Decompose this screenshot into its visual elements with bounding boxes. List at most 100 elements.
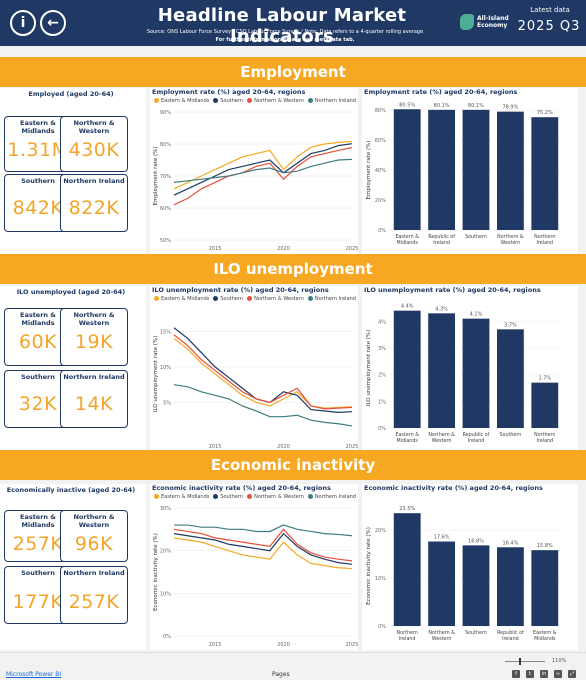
bar[interactable] <box>531 382 559 428</box>
y-tick-label: 20% <box>160 549 171 555</box>
kpi-card[interactable]: Northern & Western 19K <box>60 308 128 366</box>
kpi-card-label: Northern Ireland <box>63 177 125 185</box>
kpi-card-label: Northern & Western <box>73 119 115 135</box>
legend-label[interactable]: Northern & Western <box>254 296 304 302</box>
bar[interactable] <box>462 318 490 428</box>
bar-chart: 80% 60% 40% 20% 0% Employment rate (%) 80.5% Ea… <box>366 102 562 246</box>
kpi-card-label: Northern & Western <box>73 513 115 529</box>
bar-chart-title: Economic inactivity rate (%) aged 20-64,… <box>364 484 543 492</box>
x-category-label: Ireland <box>537 240 554 246</box>
kpi-card[interactable]: Northern & Western 430K <box>60 116 128 172</box>
bar[interactable] <box>393 513 421 626</box>
bar-data-label: 4.4% <box>401 304 414 310</box>
x-tick-label: 2025 <box>346 642 358 648</box>
zoom-slider[interactable] <box>505 661 545 662</box>
kpi-card-value: 96K <box>74 533 114 555</box>
x-category-label: Ireland <box>537 438 554 444</box>
x-category-label: Southern <box>499 432 521 438</box>
series-line[interactable] <box>173 537 353 570</box>
metadata-note: For further information please see metad… <box>215 37 355 43</box>
kpi-card-value: 257K <box>68 591 120 613</box>
bar[interactable] <box>531 117 559 230</box>
series-line[interactable] <box>173 528 353 562</box>
bar[interactable] <box>393 109 421 230</box>
series-line[interactable] <box>174 524 353 537</box>
bar[interactable] <box>496 547 524 626</box>
bar[interactable] <box>428 313 456 428</box>
x-tick-label: 2020 <box>277 444 290 450</box>
series-line[interactable] <box>173 146 353 206</box>
kpi-card-label: Eastern & Midlands <box>20 119 56 135</box>
pages-navigation[interactable]: Pages <box>272 671 290 678</box>
legend-label[interactable]: Northern & Western <box>254 98 304 104</box>
series-line[interactable] <box>173 532 353 565</box>
legend-marker <box>307 98 313 103</box>
kpi-card[interactable]: Northern Ireland 257K <box>60 566 128 624</box>
kpi-card[interactable]: Northern Ireland 14K <box>60 370 128 428</box>
bar[interactable] <box>428 541 456 626</box>
legend-label[interactable]: Eastern & Midlands <box>161 494 210 500</box>
back-arrow-icon[interactable]: ← <box>40 10 66 36</box>
info-icon[interactable]: i <box>10 10 36 36</box>
bar[interactable] <box>496 111 524 230</box>
legend-label[interactable]: Northern Ireland <box>314 98 356 104</box>
legend-label[interactable]: Southern <box>220 98 244 104</box>
legend-label[interactable]: Southern <box>220 494 244 500</box>
bar[interactable] <box>531 550 559 626</box>
bar[interactable] <box>428 109 456 230</box>
line-chart-panel: Employment rate (%) aged 20-64, regions E… <box>150 88 358 254</box>
kpi-card[interactable]: Northern & Western 96K <box>60 510 128 562</box>
x-category-label: Republic of <box>497 630 524 636</box>
legend-label[interactable]: Southern <box>220 296 244 302</box>
legend-label[interactable]: Eastern & Midlands <box>161 98 210 104</box>
zoom-slider-thumb[interactable] <box>519 658 521 665</box>
legend-label[interactable]: Eastern & Midlands <box>161 296 210 302</box>
legend-label[interactable]: Northern Ireland <box>314 494 356 500</box>
bar[interactable] <box>496 329 524 428</box>
x-category-label: Ireland <box>399 636 416 642</box>
y-tick-label: 10% <box>160 365 171 371</box>
kpi-card-label: Northern Ireland <box>63 373 125 381</box>
bar-chart: 4% 3% 2% 1% 0% ILO unemployment rate (%) 4.4% E… <box>366 304 562 444</box>
line-chart: 30% 20% 10% 0% 2015 2020 2025 Economic inactivi… <box>153 506 358 648</box>
line-chart-legend: Eastern & Midlands Southern Northern & Wes… <box>150 494 356 500</box>
legend-label[interactable]: Northern & Western <box>254 494 304 500</box>
powerbi-link[interactable]: Microsoft Power BI <box>6 671 62 678</box>
x-category-label: Republic of <box>428 234 455 240</box>
bar[interactable] <box>462 109 490 230</box>
legend-label[interactable]: Northern Ireland <box>314 296 356 302</box>
bar[interactable] <box>462 545 490 626</box>
embed-link-icon[interactable]: ∞ <box>554 670 562 678</box>
legend-marker <box>213 494 219 499</box>
twitter-share-icon[interactable]: t <box>526 670 534 678</box>
legend-marker <box>307 494 313 499</box>
x-category-label: Eastern & <box>395 432 419 438</box>
bar[interactable] <box>393 310 421 428</box>
x-category-label: Northern <box>397 630 418 636</box>
fullscreen-icon[interactable]: ⤢ <box>568 670 576 678</box>
series-line[interactable] <box>173 337 353 409</box>
line-chart-panel: Economic inactivity rate (%) aged 20-64,… <box>150 484 358 650</box>
bar-data-label: 3.7% <box>504 322 517 328</box>
bar-data-label: 17.6% <box>434 535 450 541</box>
facebook-share-icon[interactable]: f <box>512 670 520 678</box>
bar-chart-panel: ILO unemployment rate (%) aged 20-64, re… <box>362 286 578 452</box>
line-chart-legend: Eastern & Midlands Southern Northern & Wes… <box>150 98 356 104</box>
x-tick-label: 2020 <box>277 642 290 648</box>
x-category-label: Midlands <box>534 636 556 642</box>
linkedin-share-icon[interactable]: in <box>540 670 548 678</box>
series-line[interactable] <box>173 327 353 414</box>
series-line[interactable] <box>173 158 353 183</box>
series-line[interactable] <box>173 143 353 196</box>
x-category-label: Western <box>501 240 521 246</box>
y-tick-label: 60% <box>375 138 386 144</box>
legend-marker <box>247 296 253 301</box>
kpi-card[interactable]: Northern Ireland 822K <box>60 174 128 232</box>
bar-data-label: 1.7% <box>538 376 551 382</box>
series-line[interactable] <box>173 334 353 410</box>
series-line[interactable] <box>173 140 353 190</box>
y-tick-label: 80% <box>160 142 171 148</box>
series-line[interactable] <box>173 384 353 427</box>
legend-marker <box>213 296 219 301</box>
